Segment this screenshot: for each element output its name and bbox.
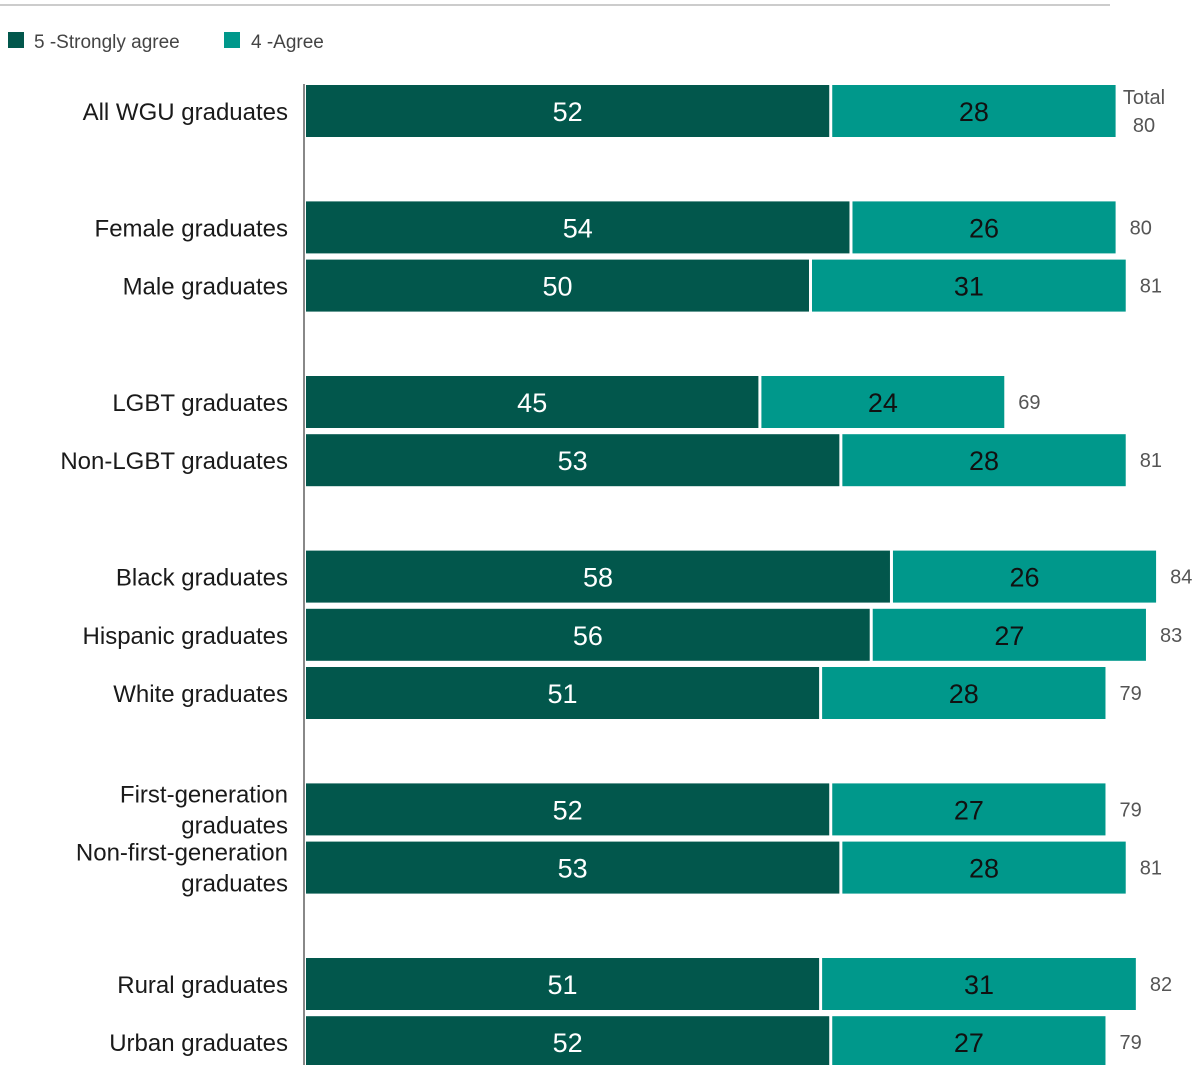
data-label-hispanic-graduates-strongly-agree: 56 xyxy=(573,621,603,651)
bar-segment-black-graduates-strongly-agree xyxy=(306,550,890,603)
data-label-white-graduates-strongly-agree: 51 xyxy=(548,679,578,709)
category-label-black-graduates: Black graduates xyxy=(116,565,288,592)
bar-segment-lgbt-graduates-strongly-agree xyxy=(306,376,759,428)
category-label-lgbt-graduates: LGBT graduates xyxy=(112,390,288,417)
category-label-non-lgbt-graduates: Non-LGBT graduates xyxy=(60,448,288,475)
bar-segment-non-first-generation-graduates-agree xyxy=(842,841,1126,894)
bar-segment-first-generation-graduates-agree xyxy=(832,783,1106,836)
bar-segment-non-lgbt-graduates-strongly-agree xyxy=(306,434,840,487)
data-label-rural-graduates-strongly-agree: 51 xyxy=(548,970,578,1000)
bar-segment-female-graduates-strongly-agree xyxy=(306,201,850,254)
total-value-lgbt-graduates: 69 xyxy=(1018,392,1040,414)
bar-segment-rural-graduates-strongly-agree xyxy=(306,958,820,1010)
category-label-first-generation-graduates: First-generation graduates xyxy=(120,781,288,839)
bar-segment-white-graduates-strongly-agree xyxy=(306,667,820,719)
total-value-female-graduates: 80 xyxy=(1130,217,1152,239)
data-label-lgbt-graduates-agree: 24 xyxy=(868,388,898,418)
data-label-male-graduates-agree: 31 xyxy=(954,272,984,302)
data-label-first-generation-graduates-strongly-agree: 52 xyxy=(553,795,583,825)
data-label-rural-graduates-agree: 31 xyxy=(964,970,994,1000)
category-label-rural-graduates: Rural graduates xyxy=(117,972,288,999)
bar-segment-urban-graduates-strongly-agree xyxy=(306,1016,830,1065)
total-value-urban-graduates: 79 xyxy=(1119,1032,1141,1054)
data-label-urban-graduates-agree: 27 xyxy=(954,1028,984,1058)
total-value-non-first-generation-graduates: 81 xyxy=(1140,858,1162,880)
category-label-hispanic-graduates: Hispanic graduates xyxy=(83,623,288,650)
total-value-black-graduates: 84 xyxy=(1170,567,1192,589)
bar-segment-white-graduates-agree xyxy=(822,667,1106,719)
data-label-non-lgbt-graduates-strongly-agree: 53 xyxy=(558,446,588,476)
bar-segment-urban-graduates-agree xyxy=(832,1016,1106,1065)
data-label-urban-graduates-strongly-agree: 52 xyxy=(553,1028,583,1058)
data-label-all-wgu-graduates-strongly-agree: 52 xyxy=(553,97,583,127)
total-value-rural-graduates: 82 xyxy=(1150,974,1172,996)
total-value-male-graduates: 81 xyxy=(1140,276,1162,298)
category-label-urban-graduates: Urban graduates xyxy=(109,1030,288,1057)
data-label-first-generation-graduates-agree: 27 xyxy=(954,795,984,825)
category-label-all-wgu-graduates: All WGU graduates xyxy=(83,99,288,126)
category-label-male-graduates: Male graduates xyxy=(123,274,288,301)
data-label-non-first-generation-graduates-agree: 28 xyxy=(969,854,999,884)
data-label-lgbt-graduates-strongly-agree: 45 xyxy=(517,388,547,418)
bar-segment-male-graduates-strongly-agree xyxy=(306,259,809,312)
bar-segment-black-graduates-agree xyxy=(892,550,1157,603)
total-value-hispanic-graduates: 83 xyxy=(1160,625,1182,647)
data-label-male-graduates-strongly-agree: 50 xyxy=(542,272,572,302)
data-label-black-graduates-agree: 26 xyxy=(1009,563,1039,593)
category-label-white-graduates: White graduates xyxy=(113,681,288,708)
legend-swatch-agree xyxy=(224,32,240,48)
total-value-non-lgbt-graduates: 81 xyxy=(1140,450,1162,472)
legend-label-strongly-agree: 5 -Strongly agree xyxy=(34,32,180,53)
bar-segment-all-wgu-graduates-strongly-agree xyxy=(306,85,830,137)
data-label-black-graduates-strongly-agree: 58 xyxy=(583,563,613,593)
category-label-non-first-generation-graduates: Non-first-generation graduates xyxy=(76,840,288,898)
total-value-all-wgu-graduates: 80 xyxy=(1133,115,1155,137)
data-label-white-graduates-agree: 28 xyxy=(949,679,979,709)
data-label-female-graduates-strongly-agree: 54 xyxy=(563,213,593,243)
bar-segment-lgbt-graduates-agree xyxy=(761,376,1005,428)
total-value-first-generation-graduates: 79 xyxy=(1119,799,1141,821)
total-header: Total xyxy=(1123,87,1165,109)
bars-layer: All WGU graduates 52 28 Total 80 Female gradu… xyxy=(60,85,1192,1065)
total-value-white-graduates: 79 xyxy=(1119,683,1141,705)
data-label-female-graduates-agree: 26 xyxy=(969,213,999,243)
bar-segment-first-generation-graduates-strongly-agree xyxy=(306,783,830,836)
bar-segment-rural-graduates-agree xyxy=(822,958,1136,1010)
data-label-hispanic-graduates-agree: 27 xyxy=(994,621,1024,651)
bar-segment-non-first-generation-graduates-strongly-agree xyxy=(306,841,840,894)
legend-swatch-strongly-agree xyxy=(8,32,24,48)
bar-segment-non-lgbt-graduates-agree xyxy=(842,434,1126,487)
legend-label-agree: 4 -Agree xyxy=(251,32,324,53)
category-label-female-graduates: Female graduates xyxy=(95,215,288,242)
bar-segment-female-graduates-agree xyxy=(852,201,1116,254)
data-label-non-first-generation-graduates-strongly-agree: 53 xyxy=(558,854,588,884)
bar-segment-all-wgu-graduates-agree xyxy=(832,85,1116,137)
bar-segment-hispanic-graduates-strongly-agree xyxy=(306,608,870,661)
bar-segment-hispanic-graduates-agree xyxy=(872,608,1146,661)
data-label-all-wgu-graduates-agree: 28 xyxy=(959,97,989,127)
bar-segment-male-graduates-agree xyxy=(812,259,1126,312)
data-label-non-lgbt-graduates-agree: 28 xyxy=(969,446,999,476)
legend: 5 -Strongly agree 4 -Agree xyxy=(8,32,324,53)
